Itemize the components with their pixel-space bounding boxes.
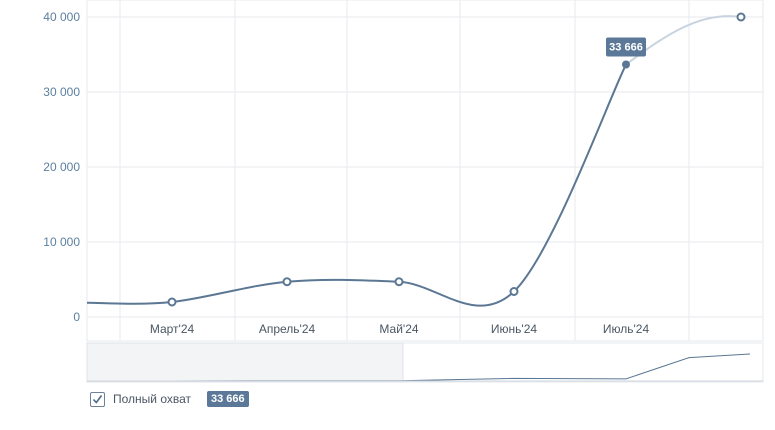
data-point-active — [622, 60, 630, 69]
data-point — [394, 277, 404, 287]
data-point — [167, 297, 177, 307]
y-tick-label: 40 000 — [43, 10, 80, 24]
x-tick-label: Июль'24 — [603, 322, 650, 336]
x-tick-label: Март'24 — [150, 322, 195, 336]
x-tick-label: Май'24 — [379, 322, 418, 336]
legend: Полный охват 33 666 — [90, 391, 249, 407]
data-point — [509, 287, 519, 296]
series-line — [86, 64, 627, 307]
tooltip-box — [606, 37, 646, 57]
legend-value-badge: 33 666 — [207, 391, 249, 407]
plot-area — [86, 0, 764, 318]
x-axis-band — [86, 316, 764, 342]
x-tick-label: Апрель'24 — [259, 322, 316, 336]
y-tick-label: 0 — [73, 310, 80, 324]
navigator-mask — [86, 342, 404, 383]
y-tick-label: 30 000 — [43, 85, 80, 99]
legend-label: Полный охват — [113, 392, 192, 406]
legend-checkbox[interactable] — [90, 391, 105, 407]
y-tick-label: 20 000 — [43, 160, 80, 174]
data-point — [736, 12, 746, 22]
x-tick-label: Июнь'24 — [491, 322, 537, 336]
checkmark-icon — [92, 394, 103, 404]
data-point — [282, 277, 292, 287]
tooltip-value: 33 666 — [609, 42, 643, 54]
y-tick-label: 10 000 — [43, 235, 80, 249]
